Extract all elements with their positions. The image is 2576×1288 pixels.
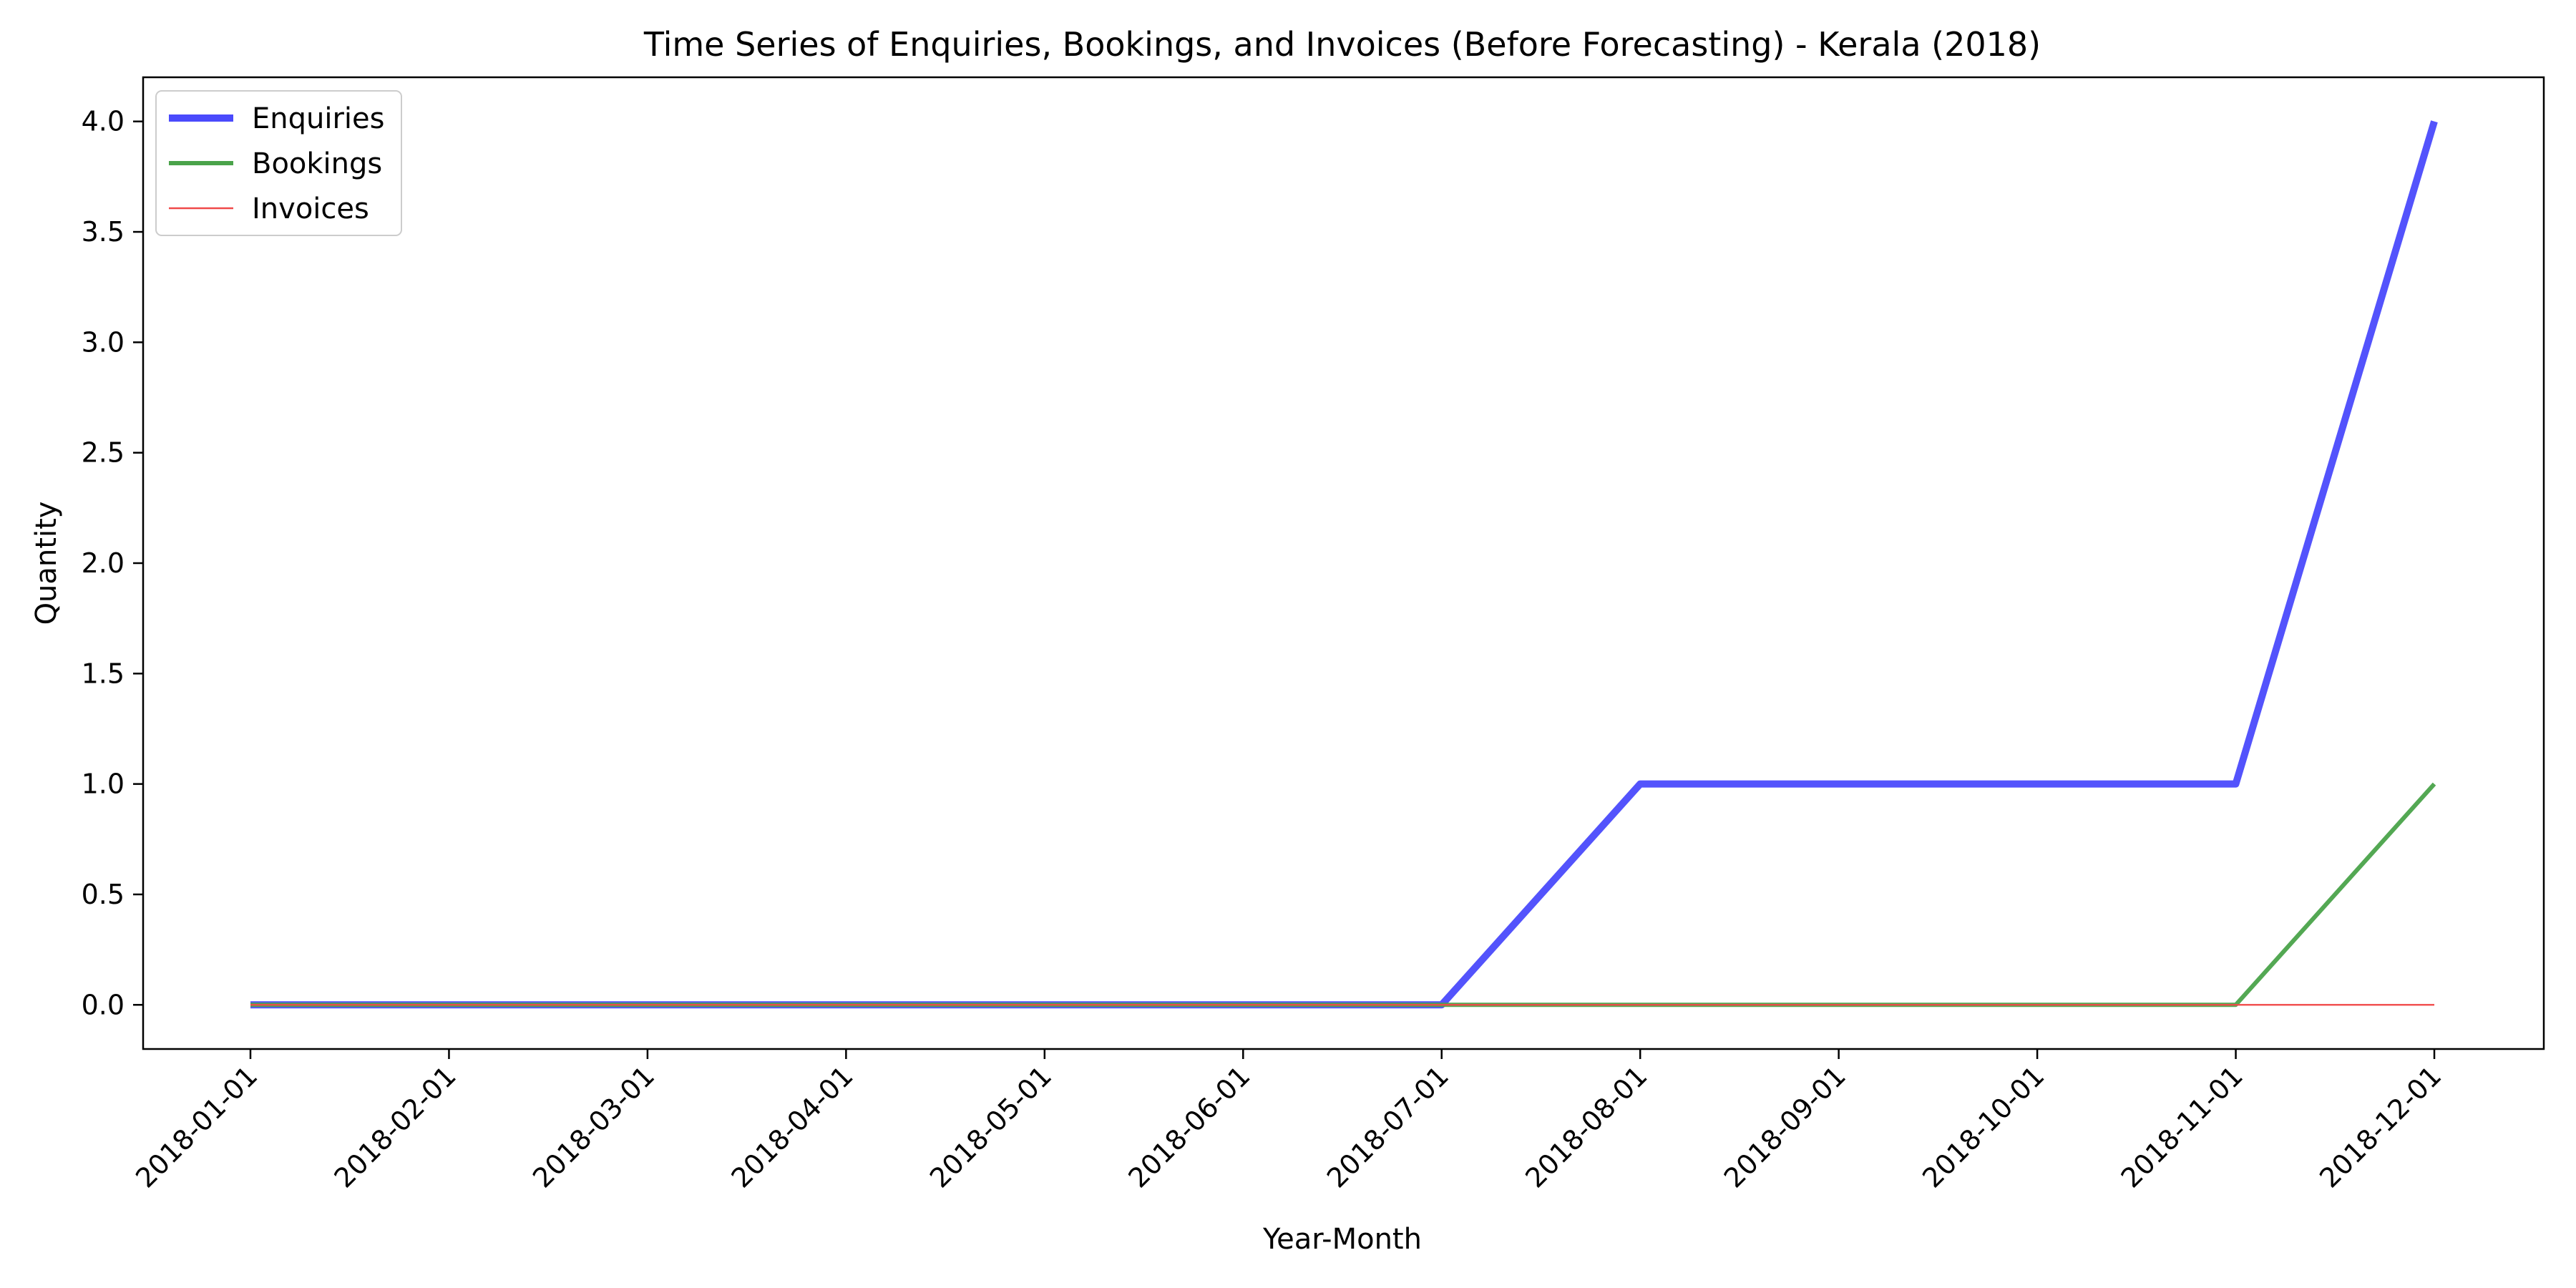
- x-tick-label: 2018-06-01: [1122, 1060, 1256, 1194]
- y-tick-label: 2.5: [82, 437, 125, 469]
- x-tick-label: 2018-08-01: [1519, 1060, 1653, 1194]
- x-tick-label: 2018-10-01: [1916, 1060, 2050, 1194]
- x-tick-label: 2018-09-01: [1718, 1060, 1852, 1194]
- legend: Enquiries Bookings Invoices: [155, 90, 402, 236]
- series-line-enquiries: [250, 120, 2438, 1009]
- x-tick-label: 2018-07-01: [1321, 1060, 1455, 1194]
- y-tick-label: 0.5: [82, 879, 125, 910]
- y-tick-label: 1.0: [82, 769, 125, 800]
- y-axis-label: Quantity: [30, 502, 63, 625]
- series-line-bookings: [250, 782, 2436, 1008]
- plot-frame: [142, 76, 2545, 1050]
- x-tick-label: 2018-04-01: [725, 1060, 859, 1194]
- chart-title: Time Series of Enquiries, Bookings, and …: [643, 25, 2041, 64]
- x-axis: 2018-01-01 2018-02-01 2018-03-01 2018-04-01…: [130, 1049, 2447, 1194]
- y-tick-label: 2.0: [82, 547, 125, 579]
- x-tick-label: 2018-02-01: [328, 1060, 462, 1194]
- legend-label-invoices: Invoices: [252, 192, 369, 225]
- x-axis-label: Year-Month: [1262, 1223, 1422, 1256]
- y-axis: 0.0 0.5 1.0 1.5 2.0 2.5 3.0 3.5 4.0: [82, 106, 143, 1020]
- y-tick-label: 3.0: [82, 326, 125, 358]
- legend-label-bookings: Bookings: [252, 147, 382, 180]
- y-tick-label: 3.5: [82, 216, 125, 248]
- legend-box: [155, 90, 402, 236]
- series-layer: [250, 120, 2438, 1009]
- y-tick-label: 4.0: [82, 106, 125, 137]
- y-tick-label: 0.0: [82, 989, 125, 1020]
- y-tick-label: 1.5: [82, 658, 125, 689]
- x-tick-label: 2018-12-01: [2313, 1060, 2447, 1194]
- x-tick-label: 2018-11-01: [2115, 1060, 2249, 1194]
- x-tick-label: 2018-01-01: [130, 1060, 263, 1194]
- x-tick-label: 2018-03-01: [527, 1060, 660, 1194]
- legend-label-enquiries: Enquiries: [252, 102, 385, 135]
- x-tick-label: 2018-05-01: [924, 1060, 1058, 1194]
